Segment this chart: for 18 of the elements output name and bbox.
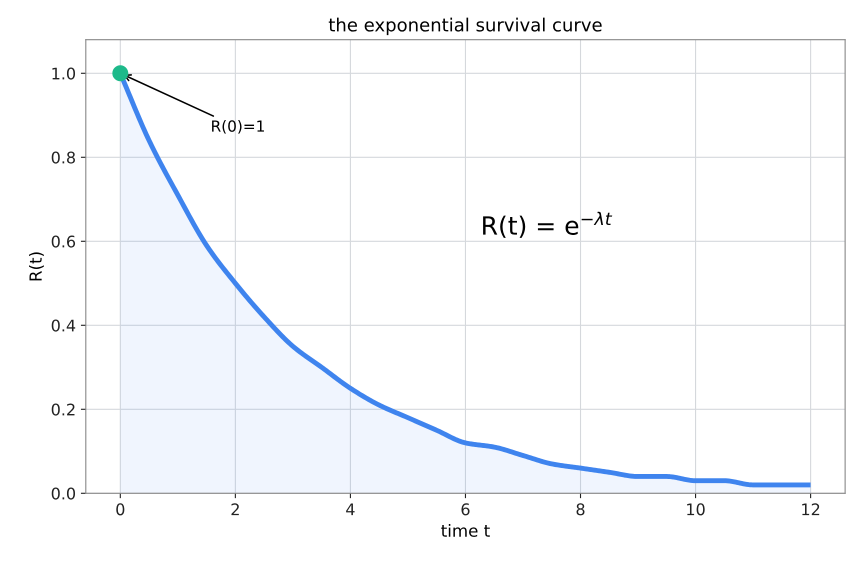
y-tick-label: 0.4: [52, 320, 76, 332]
y-tick-label: 0.6: [52, 236, 76, 248]
y-tick-label: 0.8: [52, 152, 75, 164]
y-tick-label: 1.0: [52, 68, 76, 80]
x-tick-label: 2: [231, 503, 239, 516]
annotation: R(0)=1: [212, 120, 264, 134]
annotation: R(t) = e$^{−λt}$: [483, 212, 612, 238]
x-axis-title: time t: [441, 524, 490, 537]
x-tick-label: 6: [462, 503, 470, 516]
chart-title: the exponential survival curve: [328, 18, 602, 36]
y-tick-label: 0.0: [52, 488, 76, 500]
x-tick-label: 4: [346, 504, 355, 516]
x-tick-label: 10: [687, 503, 705, 516]
y-axis-title: R(t): [29, 252, 44, 280]
x-tick-label: 12: [802, 503, 820, 516]
x-tick-label: 0: [116, 503, 124, 516]
y-tick-label: 0.2: [52, 404, 74, 416]
x-tick-label: 8: [576, 503, 585, 516]
